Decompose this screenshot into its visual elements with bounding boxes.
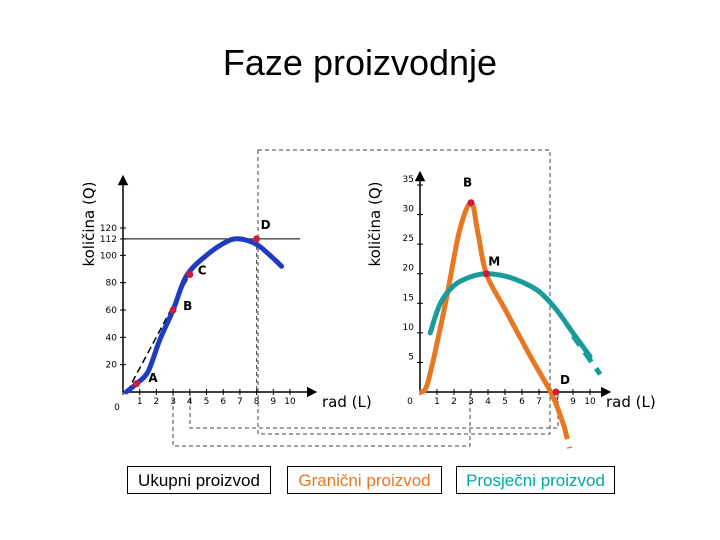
right-x-tick-label: 1 <box>434 397 440 407</box>
right-y-tick-label: 30 <box>403 205 415 215</box>
left-x-tick-label: 6 <box>220 397 226 407</box>
right-point-M <box>482 270 490 278</box>
left-point-label-A: A <box>148 371 158 385</box>
left-x-tick-label: 10 <box>284 397 296 407</box>
left-point-A <box>132 380 140 388</box>
marginal-product-label: Granični proizvod <box>287 466 442 494</box>
total-product-label: Ukupni proizvod <box>127 466 271 494</box>
slide-title: Faze proizvodnje <box>222 42 498 83</box>
left-point-B <box>169 306 177 314</box>
left-x-tick-label: 9 <box>270 397 276 407</box>
left-y-tick-label: 120 <box>100 224 117 234</box>
right-y-tick-label: 10 <box>403 323 415 333</box>
right-point-label-M: M <box>488 255 500 269</box>
total-product-curve <box>123 236 285 395</box>
right-y-tick-label: 5 <box>408 352 414 362</box>
right-x-tick-label: 3 <box>468 397 474 407</box>
right-point-B <box>467 199 475 207</box>
left-point-label-D: D <box>261 218 271 232</box>
right-point-label-B: B <box>463 176 472 190</box>
average-product-tail-dash <box>570 334 603 376</box>
left-y-tick-label: 60 <box>106 306 118 316</box>
right-y-tick-label: 25 <box>403 234 414 244</box>
left-x-tick-label: 8 <box>254 397 260 407</box>
right-y-tick-label: 35 <box>403 175 414 185</box>
right-x-tick-label: 2 <box>451 397 457 407</box>
marginal-product-curve <box>419 200 567 430</box>
right-y-axis-label: količina (Q) <box>366 181 384 266</box>
right-x-tick-label: 6 <box>519 397 525 407</box>
left-y-tick-label: 40 <box>106 333 118 343</box>
marginal-product-tail-dash <box>562 426 573 449</box>
right-x-tick-label: 5 <box>502 397 508 407</box>
right-point-label-D: D <box>560 373 570 387</box>
left-x-tick-label: 2 <box>154 397 160 407</box>
right-x-tick-label: 9 <box>570 397 576 407</box>
left-point-label-B: B <box>183 299 192 313</box>
left-point-label-C: C <box>198 263 207 277</box>
left-y-axis-label: količina (Q) <box>80 181 98 266</box>
right-y-tick-label: 15 <box>403 293 414 303</box>
left-x-tick-label: 7 <box>237 397 243 407</box>
left-y-tick-label: 20 <box>106 361 118 371</box>
right-y-tick-label: 20 <box>403 264 415 274</box>
left-y-tick-label: 112 <box>100 235 117 245</box>
average-product-label: Prosječni proizvod <box>456 466 615 494</box>
right-point-D <box>552 388 560 396</box>
right-x-tick-label: 4 <box>485 397 491 407</box>
left-point-D <box>253 235 261 243</box>
average-product-curve <box>427 271 593 359</box>
left-y-tick-label: 100 <box>100 251 117 261</box>
right-x-axis-label: rad (L) <box>606 393 656 411</box>
right-x-tick-label: 7 <box>536 397 542 407</box>
right-x-tick-label: 0 <box>407 397 413 407</box>
left-x-tick-label: 1 <box>137 397 143 407</box>
left-x-tick-label: 5 <box>204 397 210 407</box>
left-x-tick-label: 0 <box>114 403 120 413</box>
phase-frame-bottom <box>172 392 471 447</box>
left-point-C <box>186 270 194 278</box>
left-x-tick-label: 3 <box>170 397 176 407</box>
left-y-tick-label: 80 <box>106 279 118 289</box>
right-x-tick-label: 10 <box>584 397 596 407</box>
left-x-axis-label: rad (L) <box>322 393 372 411</box>
left-x-tick-label: 4 <box>187 397 193 407</box>
